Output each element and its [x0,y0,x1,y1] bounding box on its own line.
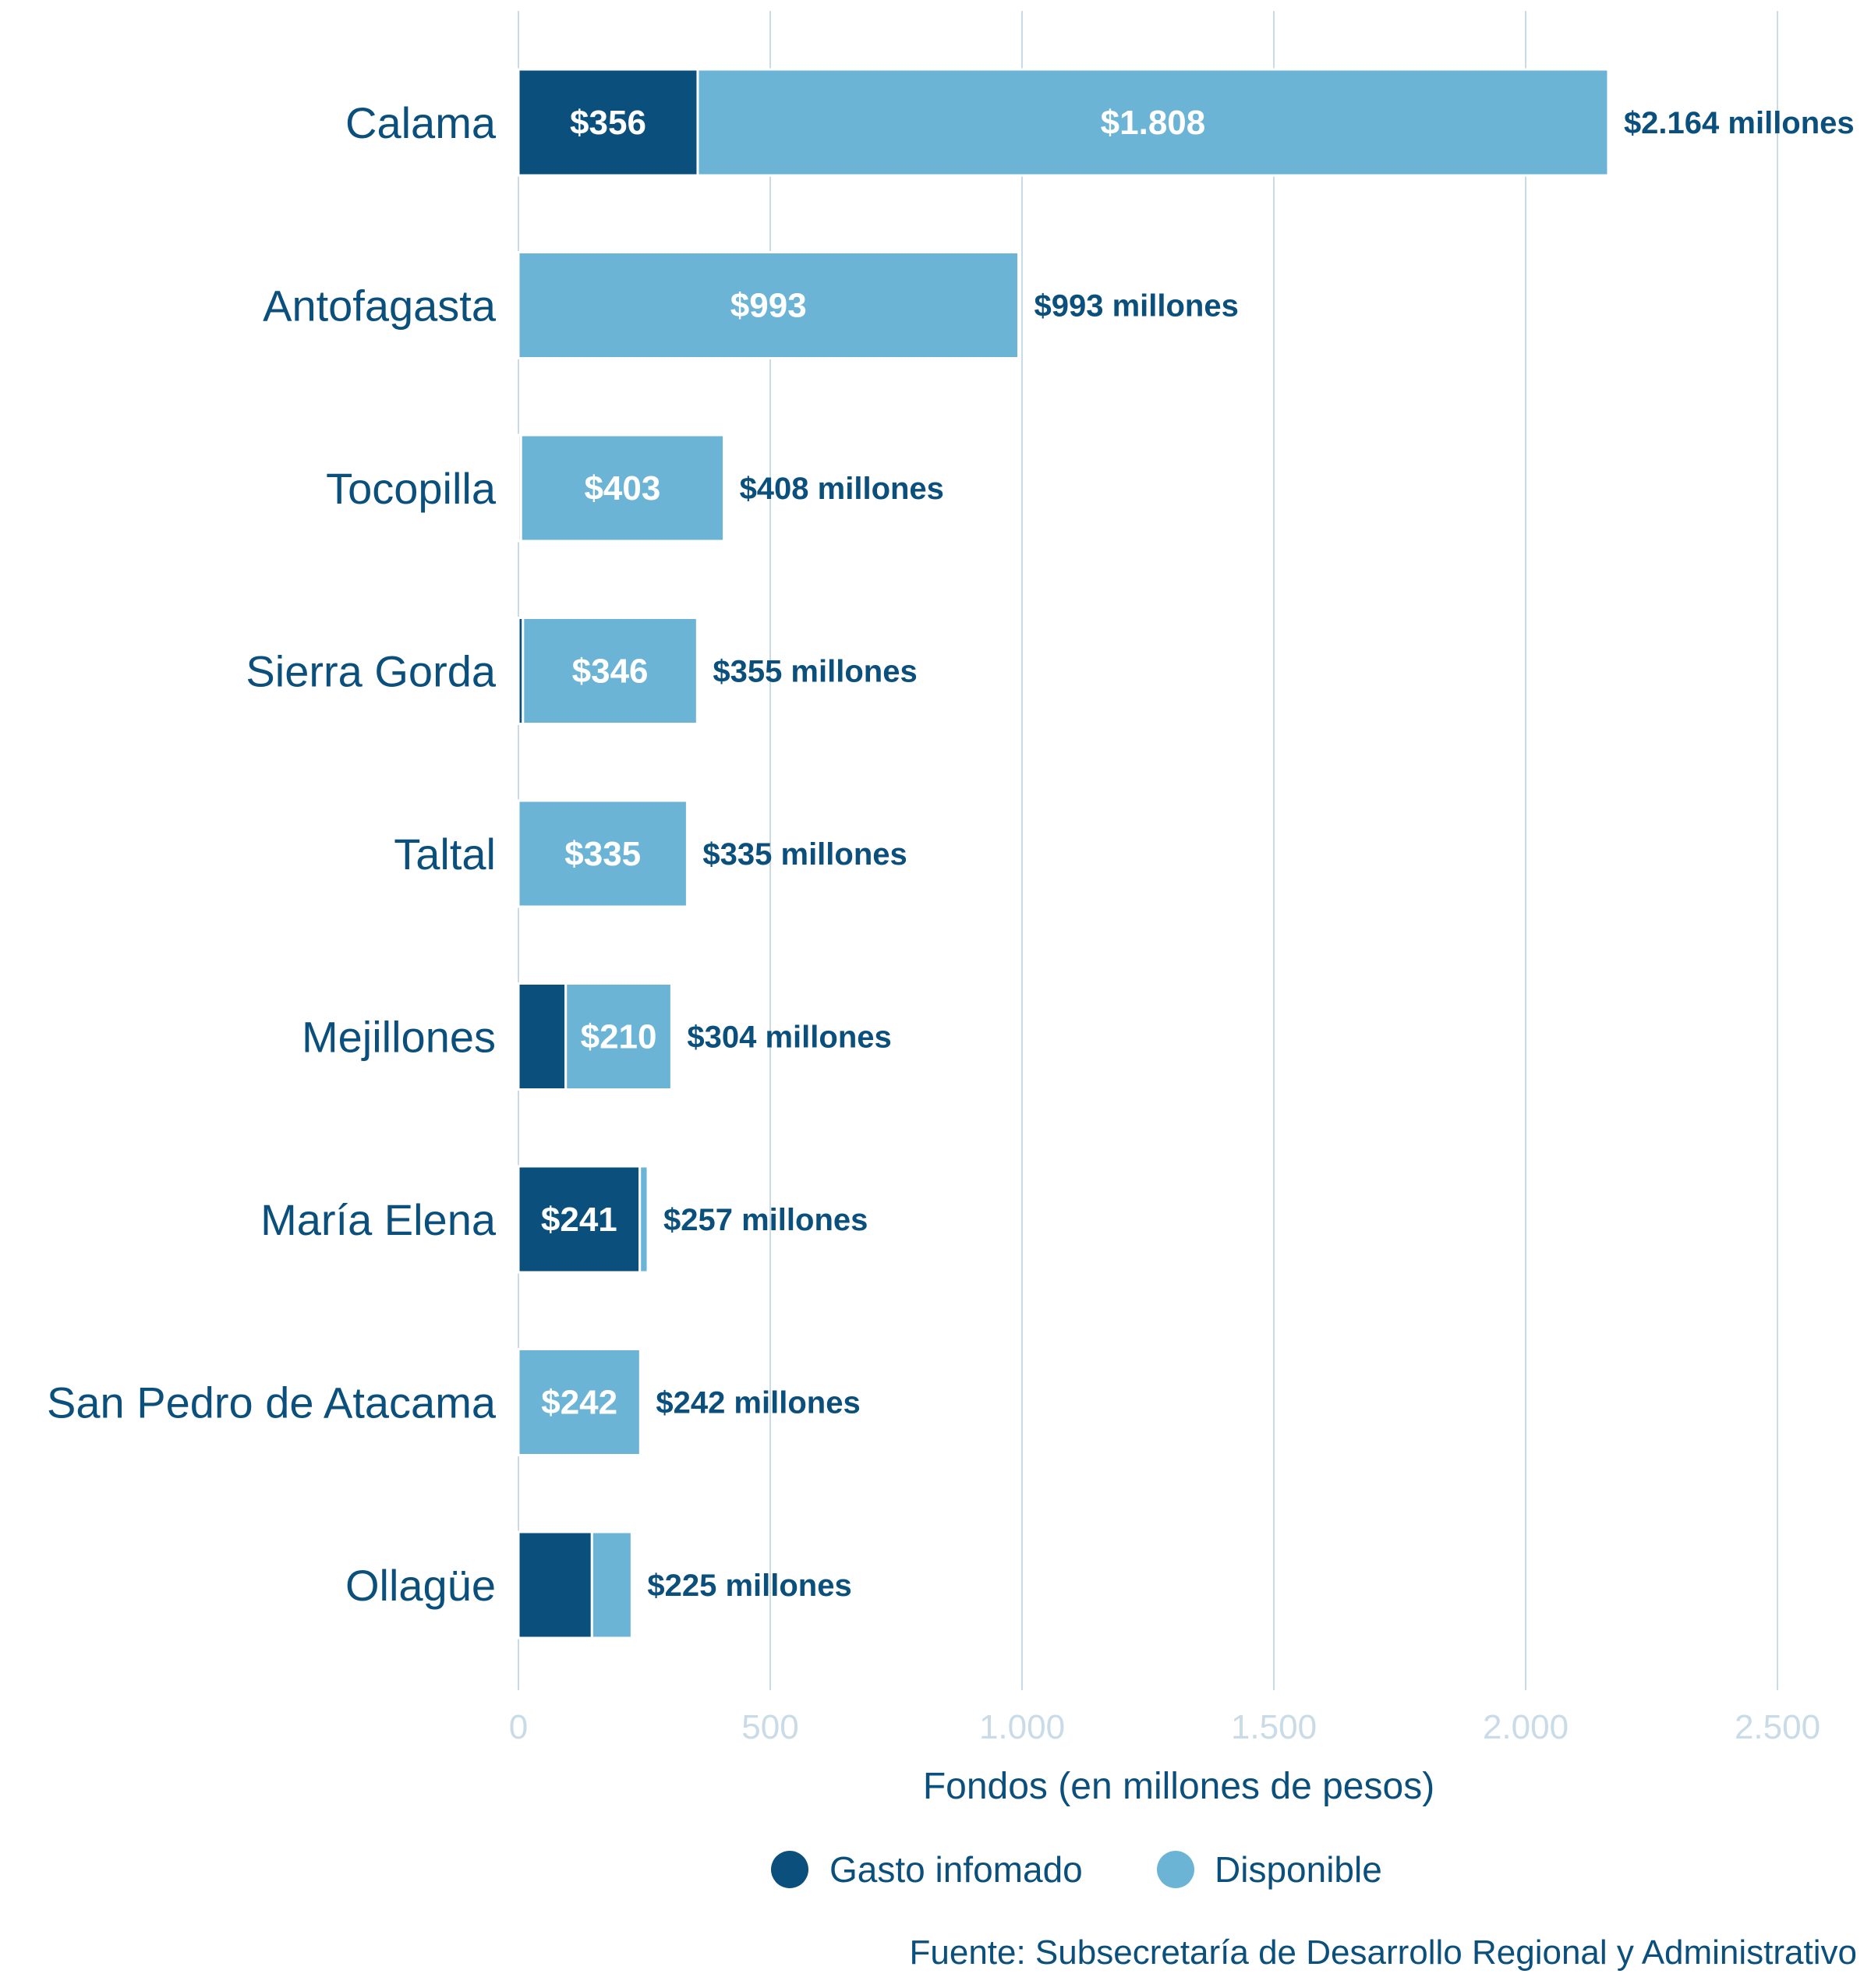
bar-segment [517,1165,642,1274]
category-label: Antofagasta [263,281,497,331]
bar-segment [522,617,699,725]
x-tick-label: 1.000 [979,1708,1065,1746]
legend-swatch-gasto [771,1851,808,1888]
bar-segment [517,251,1020,359]
bar-value-label: $403 [584,469,660,508]
x-tick-label: 2.000 [1483,1708,1569,1746]
bar-segment [517,1348,642,1456]
bar-total-label: $304 millones [687,1021,891,1055]
legend-label-disponible: Disponible [1215,1849,1382,1890]
bar-total-label: $257 millones [663,1203,868,1237]
bar-value-label: $993 [730,287,807,325]
category-label: San Pedro de Atacama [47,1378,497,1427]
category-labels: Calama Antofagasta Tocopilla Sierra Gorda Ta… [47,98,497,1610]
bar-value-label: $241 [541,1201,617,1239]
bar-segment [517,1530,593,1640]
bar-total-label: $225 millones [647,1569,851,1603]
category-label: Tocopilla [326,464,497,513]
x-tick-label: 1.500 [1231,1708,1317,1746]
x-tick-label: 2.500 [1735,1708,1820,1746]
legend-label-gasto: Gasto infomado [829,1849,1083,1890]
bar-segment [696,68,1610,177]
bar-total-label: $2.164 millones [1624,106,1855,140]
category-label: María Elena [260,1195,497,1244]
legend-swatch-disponible [1157,1851,1194,1888]
bar-value-label: $335 [564,835,641,873]
x-axis-title: Fondos (en millones de pesos) [923,1766,1434,1807]
bar-total-label: $993 millones [1034,289,1238,324]
bar-value-label: $242 [541,1384,617,1422]
bar-total-label: $242 millones [656,1386,860,1420]
legend: Gasto infomado Disponible [771,1849,1382,1890]
bar-segment [590,1530,633,1640]
category-label: Calama [345,98,497,147]
bar-value-label: $210 [581,1018,657,1056]
bar-segment [519,433,726,543]
bar-value-label: $356 [570,104,646,142]
bar-total-label: $408 millones [740,472,944,506]
bar-segment [638,1165,649,1274]
category-label: Taltal [394,830,496,879]
x-tick-labels: 0 500 1.000 1.500 2.000 2.500 [509,1708,1820,1746]
bar-total-label: $355 millones [713,655,917,689]
bar-segment [517,982,568,1091]
source-note: Fuente: Subsecretaría de Desarrollo Regi… [910,1933,1858,1972]
bar-segment [517,68,699,177]
bar-total-label: $335 millones [702,837,907,872]
category-label: Mejillones [302,1013,496,1062]
category-label: Sierra Gorda [246,647,496,696]
bar-segment [564,982,673,1091]
x-tick-label: 0 [509,1708,528,1746]
bar-segment [517,799,688,908]
category-label: Ollagüe [345,1561,496,1610]
bar-value-label: $1.808 [1101,104,1206,142]
bars: $356 $1.808 $2.164 millones $993 $993 millon… [517,68,1855,1640]
x-tick-label: 500 [741,1708,798,1746]
bar-value-label: $346 [572,653,649,691]
